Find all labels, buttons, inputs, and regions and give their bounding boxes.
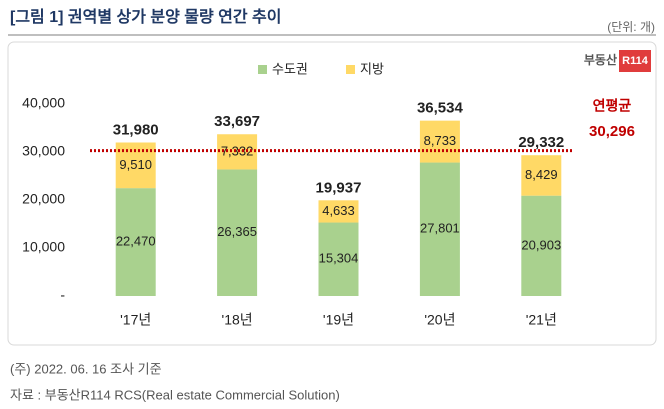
bar-segment xyxy=(115,188,156,296)
x-tick-label: '17년 xyxy=(120,312,151,328)
logo-badge-text: R114 xyxy=(622,55,649,67)
bar-segment xyxy=(521,195,562,296)
segment-label: 15,304 xyxy=(319,251,359,266)
legend-swatch xyxy=(258,65,267,74)
segment-label: 8,733 xyxy=(424,133,457,148)
bar-segment xyxy=(318,200,359,223)
total-label: 33,697 xyxy=(214,113,260,130)
segment-label: 22,470 xyxy=(116,234,156,249)
x-tick-label: '18년 xyxy=(222,312,253,328)
chart-title: [그림 1] 권역별 상가 분양 물량 연간 추이 xyxy=(10,7,281,26)
total-label: 29,332 xyxy=(518,134,564,151)
legend-label: 지방 xyxy=(360,61,384,76)
y-tick-label: 10,000 xyxy=(22,239,65,255)
segment-label: 26,365 xyxy=(217,224,257,239)
segment-label: 4,633 xyxy=(322,203,355,218)
bar-segment xyxy=(521,155,562,196)
y-tick-label: 20,000 xyxy=(22,191,65,207)
bar-segment xyxy=(217,169,258,296)
legend-label: 수도권 xyxy=(272,61,308,76)
unit-label: (단위: 개) xyxy=(607,20,655,34)
segment-label: 9,510 xyxy=(119,157,152,172)
legend-swatch xyxy=(346,65,355,74)
total-label: 31,980 xyxy=(113,121,159,138)
y-tick-label: 40,000 xyxy=(22,95,65,111)
chart-frame xyxy=(7,41,657,346)
y-tick-label: 30,000 xyxy=(22,143,65,159)
segment-label: 8,429 xyxy=(525,167,558,182)
bar-segment xyxy=(419,162,460,296)
x-tick-label: '19년 xyxy=(323,312,354,328)
segment-label: 20,903 xyxy=(521,237,561,252)
average-label: 연평균 xyxy=(593,98,632,114)
y-tick-label: - xyxy=(60,287,65,303)
note: (주) 2022. 06. 16 조사 기준 xyxy=(10,361,162,376)
x-tick-label: '20년 xyxy=(424,312,455,328)
segment-label: 27,801 xyxy=(420,221,460,236)
logo-badge xyxy=(619,50,651,72)
total-label: 36,534 xyxy=(417,100,464,117)
x-tick-label: '21년 xyxy=(526,312,557,328)
segment-label: 7,332 xyxy=(221,143,254,158)
bar-segment xyxy=(318,222,359,296)
total-label: 19,937 xyxy=(316,179,362,196)
logo-text: 부동산 xyxy=(584,52,617,67)
bar-segment xyxy=(419,120,460,163)
source: 자료 : 부동산R114 RCS(Real estate Commercial … xyxy=(10,387,340,402)
average-value: 30,296 xyxy=(589,123,635,140)
